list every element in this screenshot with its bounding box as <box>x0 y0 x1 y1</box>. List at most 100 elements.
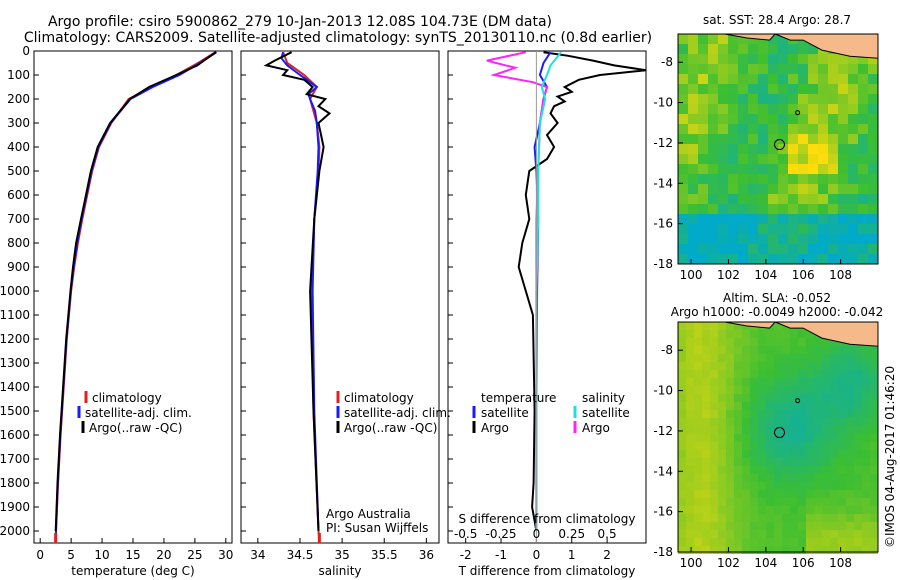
map-cell <box>848 144 858 154</box>
map-cell <box>678 44 688 54</box>
map-cell <box>742 538 750 546</box>
lat-tick-label: -18 <box>653 545 673 559</box>
map-cell <box>818 54 828 64</box>
map-cell <box>798 124 808 134</box>
map-cell <box>758 538 766 546</box>
map-cell <box>788 204 798 214</box>
map-cell <box>742 514 750 522</box>
x-tick-label: -1 <box>495 548 507 562</box>
map-cell <box>838 346 846 354</box>
map-cell <box>774 522 782 530</box>
map-cell <box>698 84 708 94</box>
map-cell <box>710 506 718 514</box>
map-cell <box>822 514 830 522</box>
lat-tick-label: -10 <box>653 384 673 398</box>
map-cell <box>838 386 846 394</box>
map-cell <box>734 346 742 354</box>
map-cell <box>688 54 698 64</box>
map-cell <box>838 94 848 104</box>
map-cell <box>808 144 818 154</box>
map-cell <box>798 184 808 194</box>
map-cell <box>858 184 868 194</box>
map-cell <box>758 442 766 450</box>
map-cell <box>702 506 710 514</box>
map-cell <box>862 530 870 538</box>
map-cell <box>798 144 808 154</box>
map-cell <box>854 450 862 458</box>
map-cell <box>798 354 806 362</box>
map-cell <box>750 490 758 498</box>
map-cell <box>814 338 822 346</box>
map-frame <box>677 321 879 553</box>
map-cell <box>718 54 728 64</box>
map-cell <box>814 514 822 522</box>
map-cell <box>790 386 798 394</box>
map-cell <box>854 362 862 370</box>
map-cell <box>774 394 782 402</box>
map-cell <box>838 370 846 378</box>
map-cell <box>782 370 790 378</box>
map-cell <box>742 474 750 482</box>
map-cell <box>858 204 868 214</box>
map-cell <box>688 44 698 54</box>
map-cell <box>758 330 766 338</box>
map-cell <box>806 354 814 362</box>
map-cell <box>766 386 774 394</box>
map-cell <box>854 466 862 474</box>
map-cell <box>766 466 774 474</box>
map-cell <box>698 134 708 144</box>
map-cell <box>768 254 778 264</box>
map-cell <box>758 498 766 506</box>
map-cell <box>798 426 806 434</box>
map-cell <box>846 442 854 450</box>
map-cell <box>788 84 798 94</box>
map-cell <box>686 458 694 466</box>
map-cell <box>718 84 728 94</box>
map-cell <box>858 124 868 134</box>
map-cell <box>718 458 726 466</box>
map-cell <box>686 466 694 474</box>
map-cell <box>726 370 734 378</box>
map-cell <box>768 164 778 174</box>
map-cell <box>758 234 768 244</box>
map-cell <box>814 370 822 378</box>
map-cell <box>710 370 718 378</box>
map-cell <box>798 338 806 346</box>
map-cell <box>806 426 814 434</box>
series-line <box>282 51 321 544</box>
map-cell <box>742 506 750 514</box>
map-cell <box>808 54 818 64</box>
map-cell <box>742 378 750 386</box>
map-cell <box>718 386 726 394</box>
map-cell <box>694 394 702 402</box>
map-cell <box>870 450 878 458</box>
map-cell <box>742 530 750 538</box>
map-cell <box>830 490 838 498</box>
y-tick-label: 1400 <box>0 380 30 394</box>
map-cell <box>694 522 702 530</box>
map-cell <box>838 410 846 418</box>
map-cell <box>708 74 718 84</box>
x-tick-label: 20 <box>156 548 171 562</box>
map-cell <box>694 466 702 474</box>
map-cell <box>790 378 798 386</box>
map-cell <box>766 522 774 530</box>
map-cell <box>862 514 870 522</box>
map-cell <box>828 84 838 94</box>
map-cell <box>788 114 798 124</box>
map-cell <box>726 482 734 490</box>
map-cell <box>734 370 742 378</box>
map-cell <box>702 546 710 554</box>
map-cell <box>710 346 718 354</box>
map-cell <box>748 194 758 204</box>
map-cell <box>862 354 870 362</box>
map-cell <box>854 546 862 554</box>
map-cell <box>870 394 878 402</box>
x-tick-label: 25 <box>187 548 202 562</box>
map-cell <box>678 84 688 94</box>
map-cell <box>698 114 708 124</box>
map-cell <box>788 194 798 204</box>
map-cell <box>758 522 766 530</box>
sla-map: 100 102 104 106 108 -8 -10 -12 -14 -16 -18 <box>653 321 879 570</box>
map-cell <box>768 214 778 224</box>
